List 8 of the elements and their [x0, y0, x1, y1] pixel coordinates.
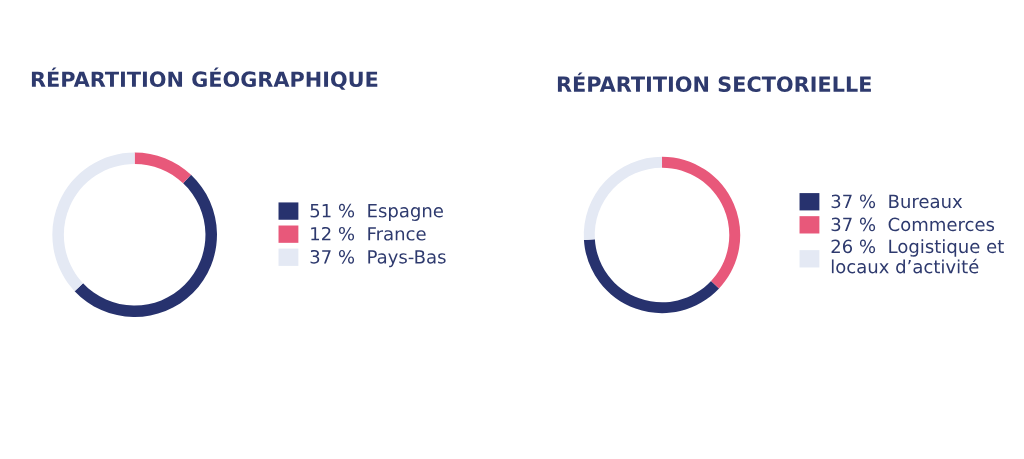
legend-label: 12 % France [311, 226, 426, 241]
chart-title: RÉPARTITION GÉOGRAPHIQUE [31, 67, 378, 90]
legend-label: 37 % Pays-Bas [310, 249, 446, 268]
legend-label: 26 % Logistique et locaux d’activité [831, 239, 1004, 274]
chart-title: RÉPARTITION SECTORIELLE [557, 72, 871, 93]
legend-label: 37 % Commerces [831, 217, 995, 232]
legend-label: 51 % Espagne [310, 203, 443, 221]
legend-label: 37 % Bureaux [831, 194, 963, 209]
